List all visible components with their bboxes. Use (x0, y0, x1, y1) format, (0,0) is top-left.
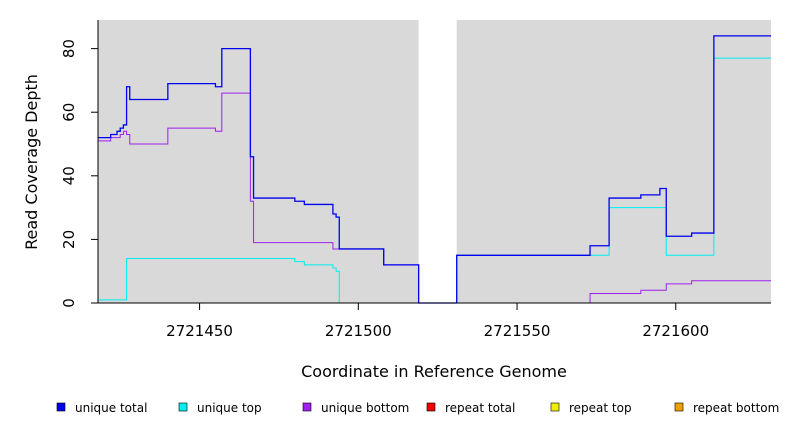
series-line-unique-total (98, 35, 771, 304)
legend-label-repeat-total: repeat total (445, 401, 515, 415)
y-axis-label: Read Coverage Depth (22, 74, 41, 250)
legend-swatch-unique-top (178, 402, 188, 412)
legend-swatch-repeat-total (426, 402, 436, 412)
legend-label-unique-top: unique top (197, 401, 262, 415)
legend-label-repeat-top: repeat top (569, 401, 632, 415)
legend-label-unique-total: unique total (75, 401, 147, 415)
x-tick-label: 2721600 (642, 322, 709, 340)
y-tick-label: 0 (60, 298, 78, 308)
legend-label-repeat-bottom: repeat bottom (693, 401, 779, 415)
y-tick-label: 80 (60, 39, 78, 58)
legend-label-unique-bottom: unique bottom (321, 401, 409, 415)
plot-background (98, 20, 771, 303)
legend: unique total unique top unique bottom repea… (56, 401, 779, 415)
x-tick-label: 2721500 (325, 322, 392, 340)
axes: 2721450 2721500 2721550 2721600 0 20 40 60 80 (60, 20, 771, 340)
gap-region (418, 20, 457, 303)
x-tick-label: 2721450 (166, 322, 233, 340)
legend-swatch-repeat-bottom (674, 402, 684, 412)
x-axis-label: Coordinate in Reference Genome (301, 362, 567, 381)
x-tick-label: 2721550 (484, 322, 551, 340)
legend-swatch-unique-bottom (302, 402, 312, 412)
series-line-unique-bottom (98, 92, 771, 304)
y-tick-label: 60 (60, 103, 78, 122)
y-tick-label: 20 (60, 230, 78, 249)
legend-swatch-unique-total (56, 402, 66, 412)
y-tick-label: 40 (60, 166, 78, 185)
legend-swatch-repeat-top (550, 402, 560, 412)
